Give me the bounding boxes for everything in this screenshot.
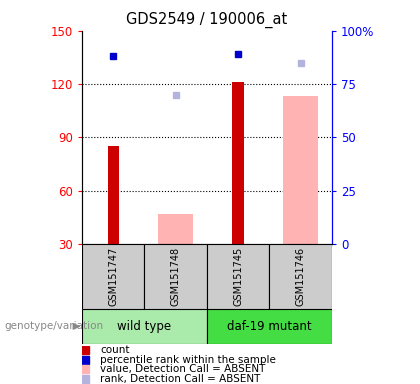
Text: GSM151745: GSM151745 <box>233 247 243 306</box>
Text: rank, Detection Call = ABSENT: rank, Detection Call = ABSENT <box>100 374 260 384</box>
Bar <box>284 96 318 244</box>
Bar <box>232 82 244 244</box>
Text: GSM151747: GSM151747 <box>108 247 118 306</box>
Text: value, Detection Call = ABSENT: value, Detection Call = ABSENT <box>100 364 265 374</box>
Bar <box>207 309 332 344</box>
Title: GDS2549 / 190006_at: GDS2549 / 190006_at <box>126 12 287 28</box>
Bar <box>269 244 332 309</box>
Bar <box>82 309 207 344</box>
Bar <box>82 244 144 309</box>
Text: wild type: wild type <box>117 320 171 333</box>
Bar <box>144 244 207 309</box>
Bar <box>207 244 269 309</box>
Text: GSM151746: GSM151746 <box>296 247 306 306</box>
Text: GSM151748: GSM151748 <box>171 247 181 306</box>
Bar <box>158 214 193 244</box>
Text: percentile rank within the sample: percentile rank within the sample <box>100 355 276 365</box>
Text: count: count <box>100 345 130 355</box>
Text: genotype/variation: genotype/variation <box>4 321 103 331</box>
Bar <box>108 146 119 244</box>
Text: daf-19 mutant: daf-19 mutant <box>227 320 312 333</box>
